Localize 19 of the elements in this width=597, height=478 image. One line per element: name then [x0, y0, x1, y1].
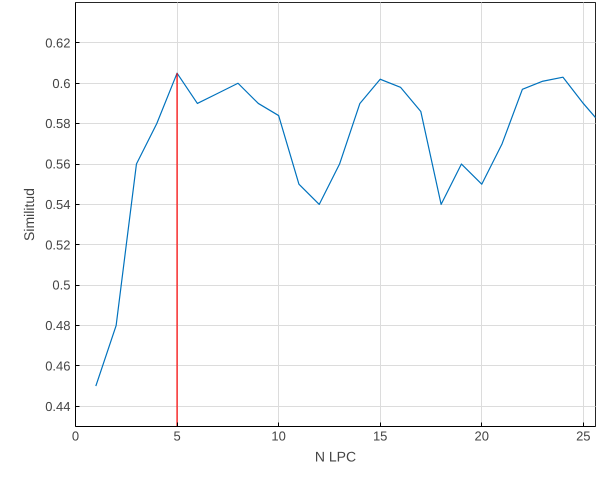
y-tick-label: 0.62 — [45, 35, 71, 50]
x-axis-title: N LPC — [314, 448, 356, 464]
x-tick-label: 15 — [372, 428, 388, 444]
y-tick-label: 0.5 — [52, 278, 71, 293]
y-tick-label: 0.44 — [45, 398, 71, 414]
y-axis-title: Similitud — [21, 188, 38, 241]
x-tick-label: 25 — [576, 428, 591, 444]
y-tick-label: 0.58 — [45, 116, 71, 132]
line-series — [95, 72, 596, 387]
y-tick-label: 0.56 — [45, 156, 71, 172]
x-tick-label: 5 — [173, 428, 181, 444]
x-tick-label: 10 — [271, 428, 286, 444]
y-tick-label: 0.48 — [45, 318, 71, 334]
y-tick-label: 0.52 — [45, 237, 71, 252]
y-tick-label: 0.54 — [45, 196, 71, 212]
x-tick-label: 20 — [474, 428, 489, 444]
x-tick-label: 0 — [72, 428, 80, 444]
y-tick-label: 0.46 — [45, 358, 71, 374]
y-tick-label: 0.6 — [52, 76, 71, 91]
